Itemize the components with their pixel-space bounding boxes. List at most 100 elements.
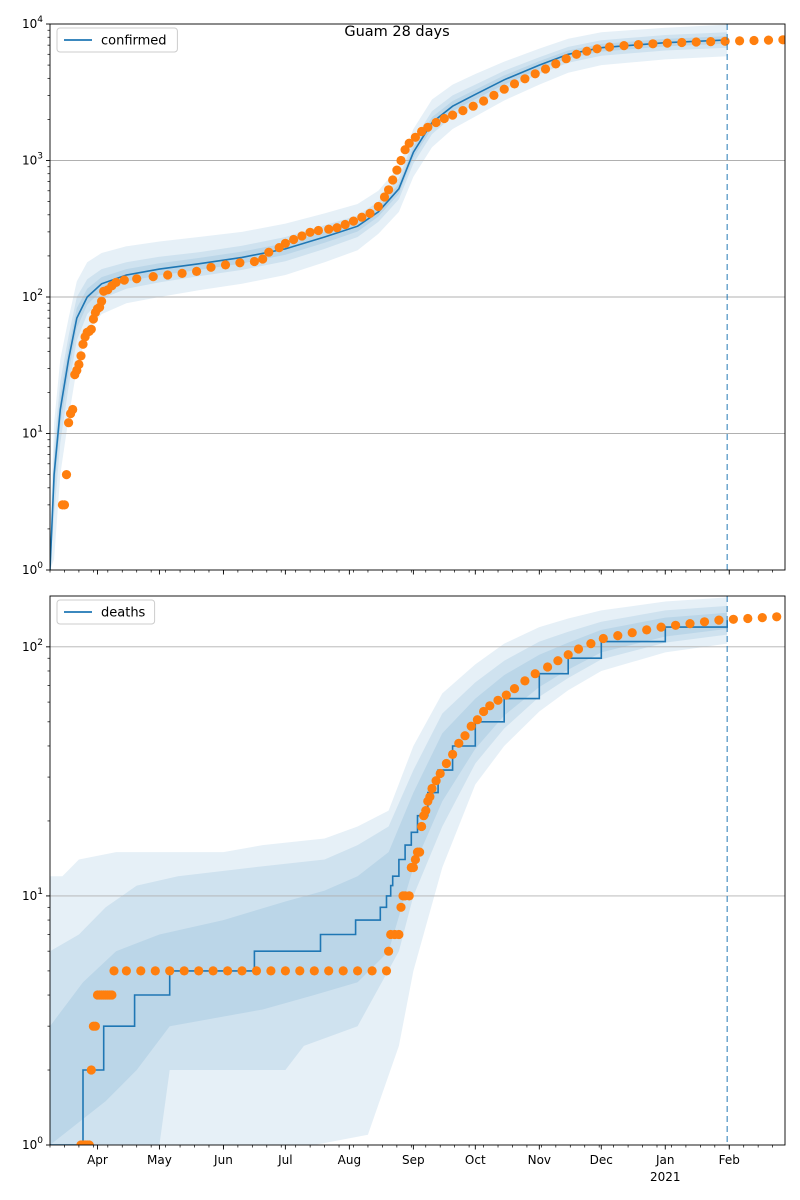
observed-point-77: [619, 41, 629, 51]
observed-point-67: [509, 684, 520, 694]
observed-point-18: [136, 966, 146, 976]
observed-point-65: [489, 90, 499, 100]
observed-point-80: [662, 38, 672, 48]
observed-point-68: [520, 676, 530, 686]
observed-point-43: [332, 223, 342, 233]
confirmed-gridlines: [50, 160, 785, 434]
observed-point-51: [421, 806, 431, 816]
observed-point-54: [427, 783, 437, 794]
observed-point-63: [479, 706, 489, 717]
x-tick-label-3: Jul: [277, 1153, 292, 1167]
credible-band-2: [50, 605, 728, 1145]
observed-point-70: [543, 662, 553, 672]
observed-point-37: [280, 238, 290, 248]
observed-point-43: [404, 891, 414, 901]
observed-point-52: [392, 165, 402, 175]
credible-band-3: [50, 612, 728, 1145]
confirmed-model-line: [50, 39, 728, 570]
observed-point-23: [208, 966, 218, 976]
observed-point-78: [642, 625, 652, 635]
observed-point-20: [165, 966, 175, 976]
observed-point-74: [586, 639, 596, 649]
observed-point-68: [520, 74, 530, 84]
observed-point-65: [493, 695, 503, 705]
observed-point-38: [289, 234, 299, 245]
observed-point-28: [280, 966, 290, 976]
observed-point-16: [109, 966, 119, 976]
observed-point-79: [648, 39, 658, 49]
observed-point-51: [388, 175, 398, 185]
observed-point-46: [357, 212, 367, 222]
confirmed-legend: confirmed: [56, 27, 178, 53]
deaths-legend: deaths: [56, 599, 156, 625]
observed-point-17: [121, 966, 131, 976]
observed-point-50: [384, 185, 394, 195]
observed-point-45: [408, 862, 418, 873]
observed-point-84: [720, 36, 730, 46]
x-tick-label-6: Oct: [465, 1153, 486, 1167]
legend-label-deaths: deaths: [101, 606, 146, 621]
observed-point-64: [479, 96, 489, 106]
observed-point-14: [86, 324, 96, 334]
observed-point-62: [472, 715, 482, 725]
observed-point-28: [177, 268, 187, 278]
observed-point-53: [396, 155, 406, 166]
observed-point-69: [530, 69, 540, 79]
observed-point-25: [237, 966, 247, 976]
observed-point-34: [258, 254, 268, 264]
observed-point-36: [384, 946, 394, 956]
x-tick-label-0: Apr: [87, 1153, 108, 1167]
observed-point-21: [179, 966, 189, 976]
x-tick-label-2: Jun: [213, 1153, 233, 1167]
observed-point-39: [394, 929, 404, 940]
observed-point-7: [90, 1021, 100, 1031]
observed-point-70: [540, 64, 551, 74]
observed-point-31: [324, 966, 334, 976]
observed-point-72: [561, 54, 571, 64]
observed-point-56: [435, 768, 445, 779]
observed-point-32: [235, 258, 245, 268]
observed-point-66: [499, 84, 509, 94]
observed-point-5: [68, 404, 78, 415]
observed-point-73: [571, 49, 582, 59]
observed-point-26: [251, 966, 262, 976]
observed-point-9: [76, 351, 86, 361]
observed-point-39: [297, 231, 307, 241]
observed-point-56: [410, 132, 420, 142]
observed-point-75: [592, 44, 602, 54]
observed-point-76: [604, 42, 615, 52]
x-tick-label-7: Nov: [528, 1153, 551, 1167]
observed-point-35: [264, 247, 274, 257]
observed-point-33: [353, 966, 363, 976]
credible-band-1: [50, 597, 728, 1145]
x-tick-label-9: Jan: [655, 1153, 675, 1167]
observed-point-75: [598, 633, 608, 644]
observed-point-87: [772, 612, 782, 622]
observed-point-45: [348, 216, 359, 226]
observed-point-83: [714, 615, 724, 625]
observed-point-44: [340, 219, 350, 230]
observed-point-48: [373, 201, 383, 212]
legend-box: [56, 27, 178, 53]
observed-point-42: [324, 224, 334, 234]
observed-point-24: [223, 966, 233, 976]
observed-point-85: [743, 613, 753, 624]
observed-point-27: [266, 966, 276, 976]
observed-point-48: [415, 847, 425, 857]
observed-point-59: [454, 738, 464, 748]
observed-point-85: [735, 36, 745, 46]
chart-title: Guam 28 days: [344, 24, 449, 40]
observed-point-60: [439, 113, 449, 124]
deaths-credible-bands: [50, 597, 728, 1145]
observed-point-67: [509, 79, 520, 89]
observed-point-82: [699, 617, 710, 627]
observed-point-25: [132, 274, 142, 284]
observed-point-3: [64, 418, 74, 428]
observed-point-40: [305, 227, 315, 237]
observed-point-49: [417, 821, 427, 832]
observed-point-15: [107, 990, 117, 1000]
observed-point-27: [163, 270, 173, 280]
observed-point-29: [295, 966, 305, 976]
